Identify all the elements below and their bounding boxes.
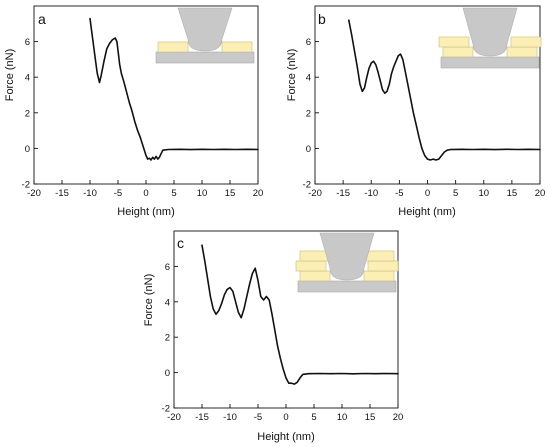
panel-b-x-tick-label: 0 — [425, 188, 430, 199]
panel-a-y-tick-label: 6 — [25, 37, 30, 48]
panel-a-x-tick-label: -5 — [114, 188, 122, 199]
panel-b-xlabel: Height (nm) — [398, 206, 455, 218]
panel-a-x-tick-label: -15 — [55, 188, 69, 199]
panel-a-x-tick-label: 0 — [143, 188, 148, 199]
panel-a-y-tick-label: 4 — [25, 73, 30, 84]
panel-c-x-tick-label: -20 — [167, 412, 181, 423]
panel-c-y-tick-label: 0 — [165, 368, 170, 379]
panel-b: b Force (nN) Height (nm) -20 -15 -10 -5 0 5 10… — [286, 5, 546, 218]
panel-a-x-tick-label: -20 — [27, 188, 41, 199]
panel-b-x-tick-label: -5 — [395, 188, 403, 199]
panel-b-x-tick-label: -10 — [364, 188, 378, 199]
panel-b-letter: b — [318, 11, 326, 27]
panel-a-xlabel: Height (nm) — [117, 206, 174, 218]
panel-c-x-tick-label: 20 — [393, 412, 404, 423]
panel-a-x-tick-label: 10 — [197, 188, 208, 199]
panel-b-x-tick-label: 15 — [507, 188, 518, 199]
panel-c-y-tick-label: -2 — [162, 404, 170, 415]
panel-c-xlabel: Height (nm) — [257, 431, 314, 443]
panel-c-x-tick-label: 0 — [283, 412, 288, 423]
panel-a-x-tick-label: 20 — [253, 188, 264, 199]
panel-c-letter: c — [177, 235, 184, 251]
panel-a-letter: a — [38, 11, 46, 27]
panel-b-y-tick-label: 2 — [306, 108, 311, 119]
panel-c: c Force (nN) Height (nm) -20 -15 -10 -5 0 5 10… — [143, 230, 404, 443]
panel-a-inset-schematic — [155, 7, 255, 64]
panel-b-layer-block — [510, 36, 542, 48]
panel-a-x-tick-label: 5 — [171, 188, 176, 199]
panel-c-ylabel: Force (nN) — [143, 274, 155, 327]
panel-a-force-curve — [89, 17, 259, 161]
panel-c-layer-block — [295, 260, 327, 272]
panel-a-layer-block — [221, 41, 253, 53]
panel-a-y-tick-label: 2 — [25, 108, 30, 119]
panel-c-x-tick-label: -15 — [195, 412, 209, 423]
panel-b-x-tick-label: -15 — [336, 188, 350, 199]
panel-c-x-tick-label: 5 — [311, 412, 316, 423]
panel-b-x-tick-label: 10 — [478, 188, 489, 199]
panel-c-x-tick-label: -10 — [223, 412, 237, 423]
panel-c-force-curve — [201, 244, 399, 385]
panel-c-layer-block — [367, 260, 399, 272]
panel-c-x-tick-label: 15 — [365, 412, 376, 423]
panel-b-force-curve — [347, 19, 541, 161]
panel-b-x-tick-label: 20 — [535, 188, 546, 199]
panel-c-y-tick-label: 6 — [165, 262, 170, 273]
panel-c-x-tick-label: -5 — [254, 412, 262, 423]
panel-a: a Force (nN) Height (nm) -20 -15 -10 -5 0 5 10… — [4, 5, 264, 218]
panel-a-x-tick-label: -10 — [83, 188, 97, 199]
panel-c-afm-tip — [319, 232, 375, 281]
panel-b-y-tick-label: 0 — [306, 144, 311, 155]
panel-a-y-tick-label: -2 — [22, 180, 30, 191]
panel-b-y-tick-label: -2 — [303, 180, 311, 191]
panel-b-layer-block — [438, 36, 470, 48]
panel-a-x-tick-label: 15 — [225, 188, 236, 199]
panel-b-ylabel: Force (nN) — [286, 49, 298, 102]
panel-c-substrate — [297, 280, 397, 293]
panel-b-y-tick-label: 6 — [306, 37, 311, 48]
panel-b-y-tick-label: 4 — [306, 73, 311, 84]
panel-c-y-tick-label: 4 — [165, 297, 170, 308]
panel-a-ylabel: Force (nN) — [4, 49, 16, 102]
panel-a-substrate — [155, 51, 255, 64]
panel-b-x-tick-label: 5 — [453, 188, 458, 199]
panel-b-inset-schematic — [438, 7, 542, 69]
panel-a-layer-block — [157, 41, 189, 53]
panel-c-layer-block — [363, 270, 395, 282]
panel-c-x-tick-label: 10 — [337, 412, 348, 423]
panel-a-y-tick-label: 0 — [25, 144, 30, 155]
panel-b-x-tick-label: -20 — [308, 188, 322, 199]
panel-b-substrate — [440, 56, 540, 69]
panel-b-afm-tip — [462, 7, 518, 57]
panel-a-afm-tip — [177, 7, 233, 52]
panel-c-layer-block — [299, 270, 331, 282]
panel-b-layer-block — [506, 46, 538, 58]
panel-c-inset-schematic — [295, 232, 399, 293]
panel-b-layer-block — [442, 46, 474, 58]
panel-c-y-tick-label: 2 — [165, 333, 170, 344]
